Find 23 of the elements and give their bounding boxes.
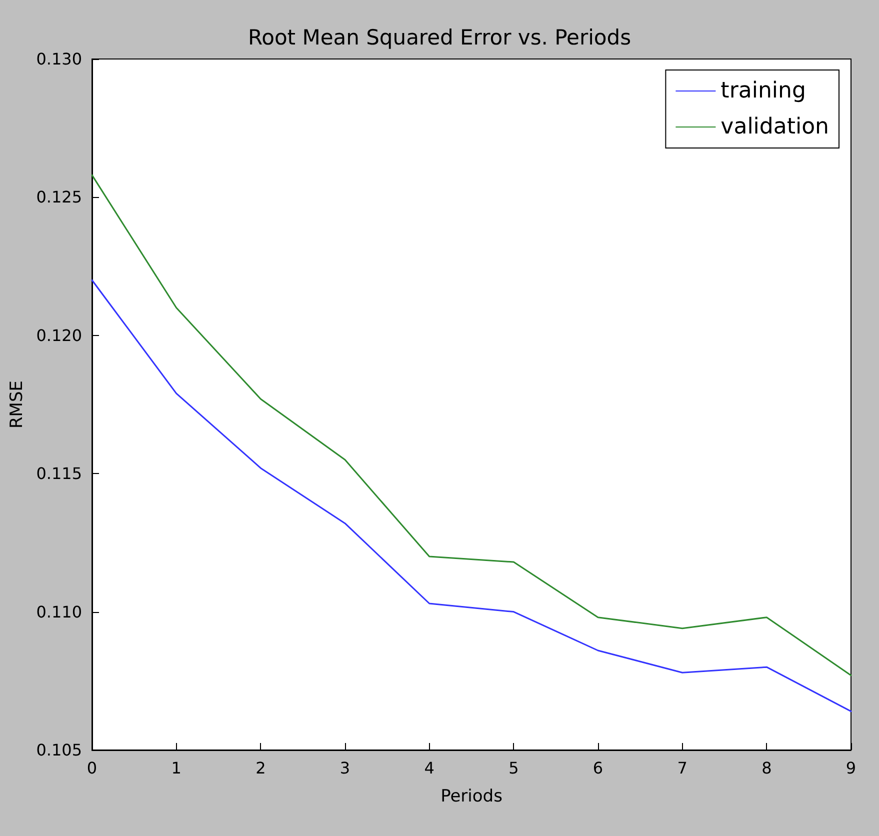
y-axis-title: RMSE — [6, 380, 27, 429]
x-tick-label: 3 — [340, 758, 350, 778]
legend-label: training — [720, 78, 806, 104]
y-tick-label: 0.110 — [36, 602, 82, 622]
y-tick-label: 0.125 — [36, 188, 82, 207]
x-axis-title: Periods — [440, 786, 503, 806]
x-tick-label: 6 — [592, 758, 604, 778]
x-tick-label: 5 — [508, 758, 519, 778]
legend-label: validation — [720, 114, 830, 140]
chart-title: Root Mean Squared Error vs. Periods — [248, 26, 632, 50]
x-tick-label: 2 — [256, 758, 266, 778]
x-tick-label: 9 — [846, 758, 856, 778]
x-tick-label: 7 — [677, 758, 688, 778]
line-series — [91, 174, 852, 676]
y-tick-label: 0.115 — [36, 464, 82, 484]
x-tick-label: 1 — [171, 758, 182, 778]
x-tick-label: 8 — [762, 758, 772, 778]
x-tick-label: 0 — [86, 758, 98, 778]
y-tick-label: 0.120 — [36, 326, 82, 345]
x-tick-label: 4 — [424, 758, 434, 778]
line-series — [91, 279, 852, 712]
y-tick-label: 0.130 — [36, 50, 82, 68]
y-tick-label: 0.105 — [36, 740, 82, 760]
